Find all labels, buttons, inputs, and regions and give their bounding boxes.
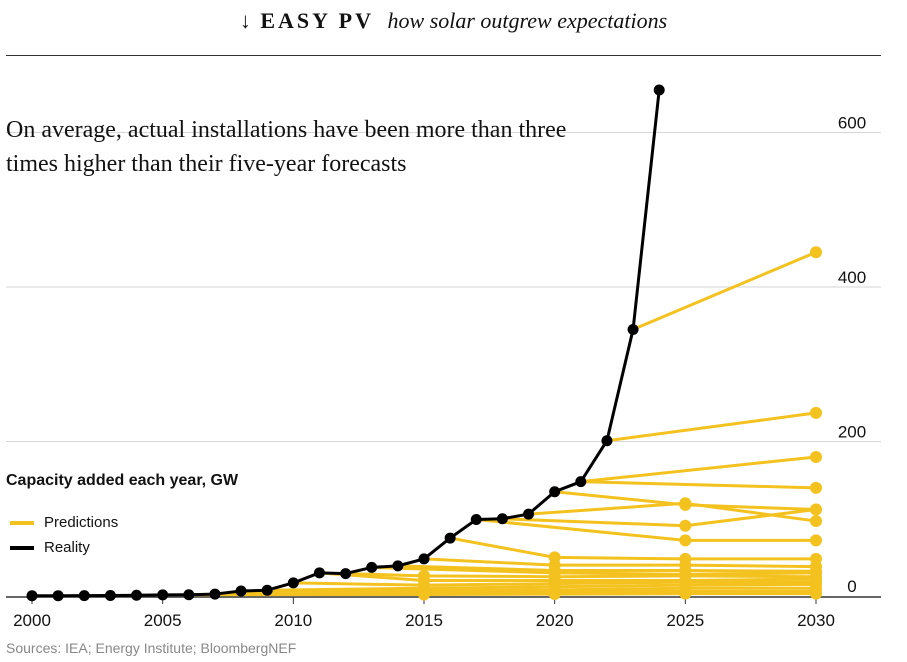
reality-point bbox=[627, 323, 639, 335]
down-arrow-icon: ↓ bbox=[239, 8, 251, 33]
prediction-point bbox=[548, 588, 561, 601]
reality-point bbox=[549, 486, 561, 498]
x-tick-label: 2025 bbox=[666, 611, 704, 630]
reality-point bbox=[470, 514, 482, 526]
prediction-point bbox=[810, 534, 822, 547]
prediction-point bbox=[810, 450, 822, 463]
reality-point bbox=[235, 585, 247, 597]
legend-item-reality: Reality bbox=[10, 535, 118, 560]
legend-item-predictions: Predictions bbox=[10, 510, 118, 535]
x-tick-label: 2020 bbox=[536, 611, 574, 630]
chart-headline: On average, actual installations have be… bbox=[6, 117, 567, 177]
x-tick-label: 2000 bbox=[13, 611, 51, 630]
legend-label-reality: Reality bbox=[44, 539, 90, 556]
prediction-point bbox=[810, 515, 822, 528]
legend-swatch-reality bbox=[10, 545, 34, 550]
prediction-point bbox=[679, 497, 692, 510]
header-rule bbox=[6, 55, 881, 56]
y-tick-label: 200 bbox=[838, 423, 866, 442]
reality-point bbox=[287, 577, 299, 589]
reality-point bbox=[340, 568, 352, 580]
legend-swatch-predictions bbox=[10, 520, 34, 525]
prediction-point bbox=[810, 503, 822, 516]
y-tick-label: 400 bbox=[838, 268, 866, 287]
prediction-point bbox=[679, 519, 692, 532]
reality-point bbox=[601, 435, 613, 447]
y-tick-label: 600 bbox=[838, 114, 866, 133]
prediction-line bbox=[449, 536, 816, 561]
prediction-point bbox=[810, 587, 822, 600]
legend: Predictions Reality bbox=[10, 510, 118, 560]
reality-point bbox=[78, 590, 90, 602]
prediction-point bbox=[810, 481, 822, 494]
prediction-line bbox=[397, 564, 817, 573]
x-tick-label: 2015 bbox=[405, 611, 443, 630]
reality-point bbox=[157, 589, 169, 601]
reality-point bbox=[392, 560, 404, 572]
prediction-point bbox=[810, 406, 822, 419]
chart-header: ↓ EASY PV how solar outgrew expectations bbox=[0, 8, 907, 34]
reality-point bbox=[26, 590, 38, 602]
reality-point bbox=[496, 513, 508, 525]
x-tick-label: 2030 bbox=[797, 611, 835, 630]
prediction-line bbox=[606, 411, 817, 443]
y-tick-label: 0 bbox=[847, 577, 856, 596]
reality-point bbox=[261, 584, 273, 596]
prediction-point bbox=[810, 246, 822, 259]
reality-point bbox=[575, 476, 587, 488]
reality-point bbox=[183, 589, 195, 601]
source-note: Sources: IEA; Energy Institute; Bloomber… bbox=[6, 640, 297, 656]
prediction-point bbox=[418, 588, 430, 601]
reality-point bbox=[313, 567, 325, 579]
reality-point bbox=[653, 84, 665, 96]
prediction-line bbox=[528, 501, 817, 523]
reality-point bbox=[131, 589, 143, 601]
prediction-line bbox=[371, 565, 817, 576]
prediction-line bbox=[476, 518, 816, 542]
chart-kicker: EASY PV bbox=[260, 8, 375, 33]
prediction-line bbox=[580, 455, 817, 484]
prediction-line bbox=[632, 250, 817, 331]
chart-dek: how solar outgrew expectations bbox=[387, 8, 668, 33]
reality-point bbox=[418, 553, 430, 565]
prediction-line bbox=[580, 480, 817, 490]
x-tick-label: 2005 bbox=[144, 611, 182, 630]
reality-point bbox=[444, 532, 456, 544]
y-axis-label: Capacity added each year, GW bbox=[6, 472, 239, 489]
prediction-line bbox=[188, 592, 816, 597]
reality-point bbox=[104, 590, 116, 602]
prediction-point bbox=[679, 534, 692, 547]
reality-point bbox=[209, 588, 221, 600]
reality-point bbox=[52, 590, 64, 602]
x-tick-label: 2010 bbox=[274, 611, 312, 630]
prediction-line bbox=[423, 557, 817, 569]
legend-label-predictions: Predictions bbox=[44, 514, 119, 531]
reality-point bbox=[523, 508, 535, 520]
reality-point bbox=[366, 561, 378, 573]
prediction-point bbox=[679, 587, 692, 600]
